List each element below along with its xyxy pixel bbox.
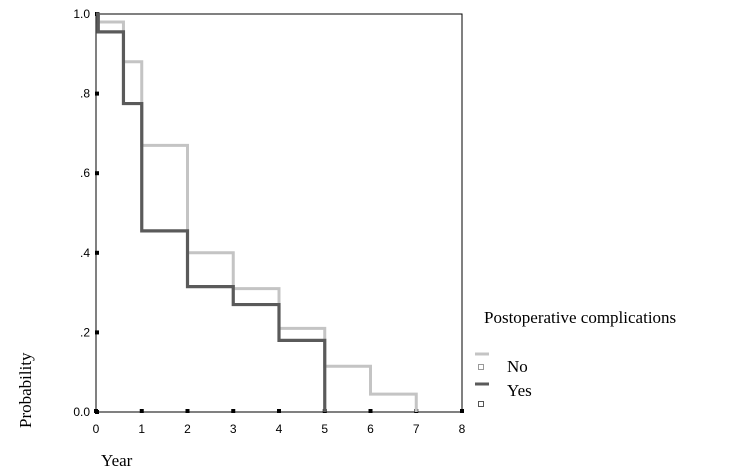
x-tick-label: 4 <box>276 422 283 436</box>
y-tick-label: .4 <box>80 246 90 260</box>
x-tick-mark <box>460 409 464 413</box>
y-tick-label: 0.0 <box>73 405 90 419</box>
x-tick-label: 1 <box>138 422 145 436</box>
plot-frame <box>95 13 463 413</box>
series-layer <box>96 12 418 412</box>
y-tick-label: .6 <box>80 166 90 180</box>
x-tick-label: 7 <box>413 422 420 436</box>
x-tick-mark <box>185 409 190 413</box>
y-tick-mark <box>95 171 99 176</box>
y-tick-label: .2 <box>80 325 90 339</box>
x-axis-title: Year <box>101 451 133 470</box>
legend-marker-yes <box>478 401 484 407</box>
y-tick-mark <box>95 91 99 96</box>
x-tick-label: 3 <box>230 422 237 436</box>
x-tick-label: 6 <box>367 422 374 436</box>
y-tick-mark <box>95 330 99 335</box>
x-tick-label: 5 <box>321 422 328 436</box>
x-tick-mark <box>368 409 373 413</box>
x-tick-mark <box>139 409 144 413</box>
x-axis-ticks: 0 1 2 3 4 5 6 7 8 <box>93 409 466 436</box>
x-tick-mark <box>277 409 281 413</box>
legend-label-yes: Yes <box>507 381 532 400</box>
y-tick-label: .8 <box>80 87 90 101</box>
series-line-no <box>96 12 418 412</box>
y-tick-mark <box>95 250 99 255</box>
y-axis-title: Probability <box>16 352 35 428</box>
series-line-yes <box>96 12 327 412</box>
x-tick-label: 2 <box>184 422 191 436</box>
x-tick-label: 0 <box>93 422 100 436</box>
legend-title: Postoperative complications <box>484 308 676 327</box>
x-tick-mark <box>94 409 98 413</box>
legend: Postoperative complications No Yes <box>475 308 676 407</box>
y-axis-ticks: 0.0 .2 .4 .6 .8 1.0 <box>73 7 99 419</box>
legend-label-no: No <box>507 357 528 376</box>
x-tick-mark <box>231 409 236 413</box>
y-tick-label: 1.0 <box>73 7 90 21</box>
legend-marker-no <box>478 364 484 370</box>
x-tick-label: 8 <box>459 422 466 436</box>
